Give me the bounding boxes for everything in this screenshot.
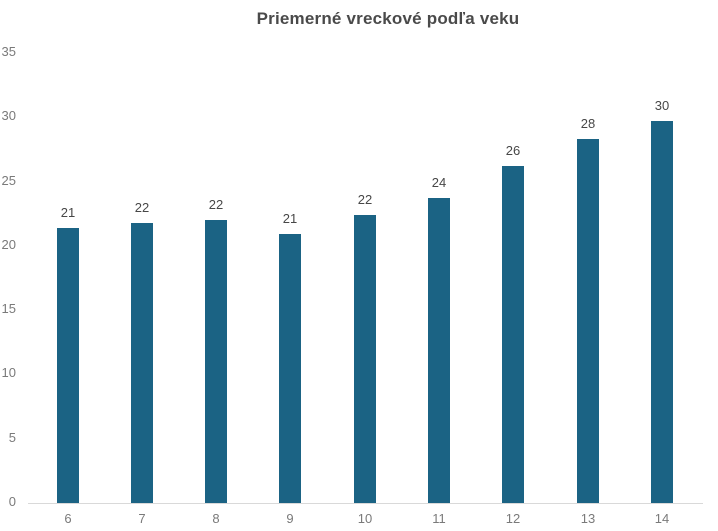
x-tick-label: 8: [212, 511, 220, 526]
x-tick-label: 13: [580, 511, 596, 526]
data-label: 21: [60, 205, 76, 220]
bar: [651, 121, 673, 503]
data-label: 22: [208, 197, 224, 212]
bar: [502, 166, 524, 503]
x-tick-label: 9: [286, 511, 294, 526]
bar: [577, 139, 599, 503]
bar: [428, 198, 450, 503]
data-label: 22: [357, 192, 373, 207]
bar: [57, 228, 79, 503]
y-tick-label: 10: [1, 365, 16, 380]
data-label: 28: [580, 116, 596, 131]
y-tick-label: 35: [1, 44, 16, 59]
data-label: 30: [654, 98, 670, 113]
bar: [131, 223, 153, 503]
bar: [279, 234, 301, 503]
bar: [205, 220, 227, 503]
y-tick-label: 15: [1, 301, 16, 316]
data-label: 26: [505, 143, 521, 158]
y-tick-label: 0: [8, 494, 16, 509]
y-tick-label: 30: [1, 108, 16, 123]
x-tick-label: 7: [138, 511, 146, 526]
chart-title: Priemerné vreckové podľa veku: [256, 9, 520, 28]
x-tick-label: 11: [432, 511, 446, 526]
x-axis-line: [28, 503, 703, 504]
y-tick-label: 5: [8, 430, 16, 445]
data-label: 21: [282, 211, 298, 226]
y-tick-label: 25: [1, 173, 16, 188]
x-tick-label: 6: [64, 511, 72, 526]
data-label: 24: [431, 175, 447, 190]
x-tick-label: 12: [505, 511, 521, 526]
y-tick-label: 20: [1, 237, 16, 252]
x-tick-label: 14: [654, 511, 670, 526]
x-tick-label: 10: [357, 511, 373, 526]
bar: [354, 215, 376, 503]
data-label: 22: [134, 200, 150, 215]
